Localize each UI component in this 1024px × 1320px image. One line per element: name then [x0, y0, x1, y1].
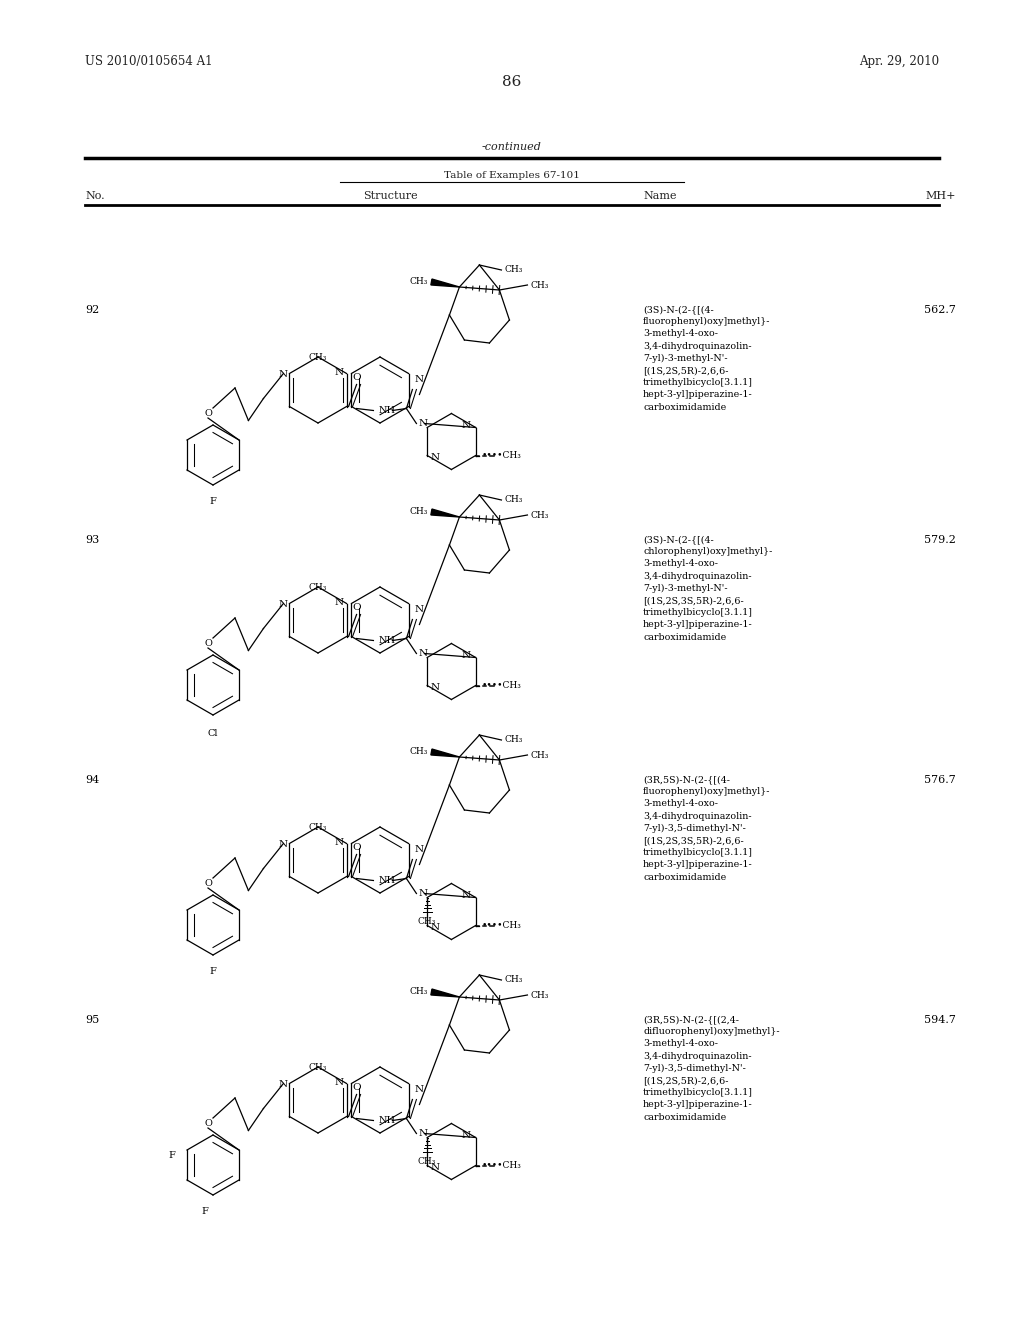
- Text: N: N: [462, 891, 471, 900]
- Text: CH₃: CH₃: [505, 265, 523, 275]
- Text: CH₃: CH₃: [530, 281, 549, 289]
- Text: 92: 92: [85, 305, 99, 315]
- Text: CH₃: CH₃: [530, 990, 549, 999]
- Text: CH₃: CH₃: [530, 511, 549, 520]
- Text: O: O: [352, 374, 360, 383]
- Text: CH₃: CH₃: [418, 1158, 436, 1167]
- Text: N: N: [419, 649, 428, 657]
- Text: NH: NH: [379, 1115, 395, 1125]
- Polygon shape: [431, 510, 460, 517]
- Text: NH: NH: [379, 407, 395, 414]
- Text: 562.7: 562.7: [924, 305, 956, 315]
- Text: CH₃: CH₃: [530, 751, 549, 759]
- Text: CH₃: CH₃: [505, 495, 523, 504]
- Text: (3R,5S)-N-(2-{[(2,4-
difluorophenyl)oxy]methyl}-
3-methyl-4-oxo-
3,4-dihydroquin: (3R,5S)-N-(2-{[(2,4- difluorophenyl)oxy]…: [643, 1015, 779, 1122]
- Text: CH₃: CH₃: [505, 735, 523, 744]
- Text: CH₃: CH₃: [418, 917, 436, 927]
- Text: CH₃: CH₃: [308, 583, 327, 591]
- Text: N: N: [279, 1080, 288, 1089]
- Polygon shape: [431, 279, 460, 286]
- Text: (3S)-N-(2-{[(4-
fluorophenyl)oxy]methyl}-
3-methyl-4-oxo-
3,4-dihydroquinazolin-: (3S)-N-(2-{[(4- fluorophenyl)oxy]methyl}…: [643, 305, 770, 412]
- Text: N: N: [335, 368, 344, 378]
- Text: N: N: [279, 370, 288, 379]
- Text: CH₃: CH₃: [505, 975, 523, 985]
- Text: MH+: MH+: [926, 191, 956, 201]
- Text: CH₃: CH₃: [308, 352, 327, 362]
- Text: F: F: [202, 1206, 209, 1216]
- Text: F: F: [210, 968, 216, 975]
- Text: N: N: [430, 453, 439, 462]
- Text: F: F: [210, 498, 216, 506]
- Text: 95: 95: [85, 1015, 99, 1026]
- Text: N: N: [430, 682, 439, 692]
- Text: O: O: [204, 879, 212, 887]
- Text: US 2010/0105654 A1: US 2010/0105654 A1: [85, 55, 213, 69]
- Text: O: O: [352, 1084, 360, 1093]
- Text: (3S)-N-(2-{[(4-
chlorophenyl)oxy]methyl}-
3-methyl-4-oxo-
3,4-dihydroquinazolin-: (3S)-N-(2-{[(4- chlorophenyl)oxy]methyl}…: [643, 535, 772, 642]
- Text: Apr. 29, 2010: Apr. 29, 2010: [859, 55, 939, 69]
- Text: ••••CH₃: ••••CH₃: [481, 1162, 521, 1170]
- Text: O: O: [204, 408, 212, 417]
- Text: N: N: [419, 888, 428, 898]
- Text: N: N: [462, 421, 471, 430]
- Text: N: N: [335, 1078, 344, 1086]
- Text: N: N: [419, 1129, 428, 1138]
- Text: N: N: [430, 923, 439, 932]
- Text: Name: Name: [643, 191, 677, 201]
- Text: 594.7: 594.7: [924, 1015, 956, 1026]
- Text: N: N: [335, 598, 344, 607]
- Text: N: N: [415, 845, 424, 854]
- Text: O: O: [352, 603, 360, 612]
- Text: NH: NH: [379, 876, 395, 884]
- Polygon shape: [431, 989, 460, 997]
- Text: NH: NH: [379, 636, 395, 645]
- Text: N: N: [415, 375, 424, 384]
- Text: 94: 94: [85, 775, 99, 785]
- Text: 93: 93: [85, 535, 99, 545]
- Text: No.: No.: [85, 191, 104, 201]
- Text: O: O: [204, 639, 212, 648]
- Text: N: N: [462, 651, 471, 660]
- Text: ••••CH₃: ••••CH₃: [481, 921, 521, 931]
- Polygon shape: [431, 748, 460, 756]
- Text: N: N: [279, 601, 288, 609]
- Text: N: N: [279, 840, 288, 849]
- Text: N: N: [419, 418, 428, 428]
- Text: N: N: [415, 605, 424, 614]
- Text: Structure: Structure: [362, 191, 418, 201]
- Text: CH₃: CH₃: [409, 987, 427, 997]
- Text: 86: 86: [503, 75, 521, 88]
- Text: N: N: [462, 1131, 471, 1140]
- Text: CH₃: CH₃: [308, 822, 327, 832]
- Text: O: O: [204, 1118, 212, 1127]
- Text: 579.2: 579.2: [924, 535, 956, 545]
- Text: Cl: Cl: [208, 729, 218, 738]
- Text: Table of Examples 67-101: Table of Examples 67-101: [444, 170, 580, 180]
- Text: CH₃: CH₃: [308, 1063, 327, 1072]
- Text: ••••CH₃: ••••CH₃: [481, 681, 521, 690]
- Text: 576.7: 576.7: [925, 775, 956, 785]
- Text: N: N: [415, 1085, 424, 1093]
- Text: CH₃: CH₃: [409, 747, 427, 756]
- Text: -continued: -continued: [482, 143, 542, 152]
- Text: CH₃: CH₃: [409, 507, 427, 516]
- Text: (3R,5S)-N-(2-{[(4-
fluorophenyl)oxy]methyl}-
3-methyl-4-oxo-
3,4-dihydroquinazol: (3R,5S)-N-(2-{[(4- fluorophenyl)oxy]meth…: [643, 775, 770, 882]
- Text: ••••CH₃: ••••CH₃: [481, 451, 521, 459]
- Text: O: O: [352, 843, 360, 853]
- Text: N: N: [430, 1163, 439, 1172]
- Text: F: F: [168, 1151, 175, 1159]
- Text: CH₃: CH₃: [409, 277, 427, 286]
- Text: N: N: [335, 838, 344, 847]
